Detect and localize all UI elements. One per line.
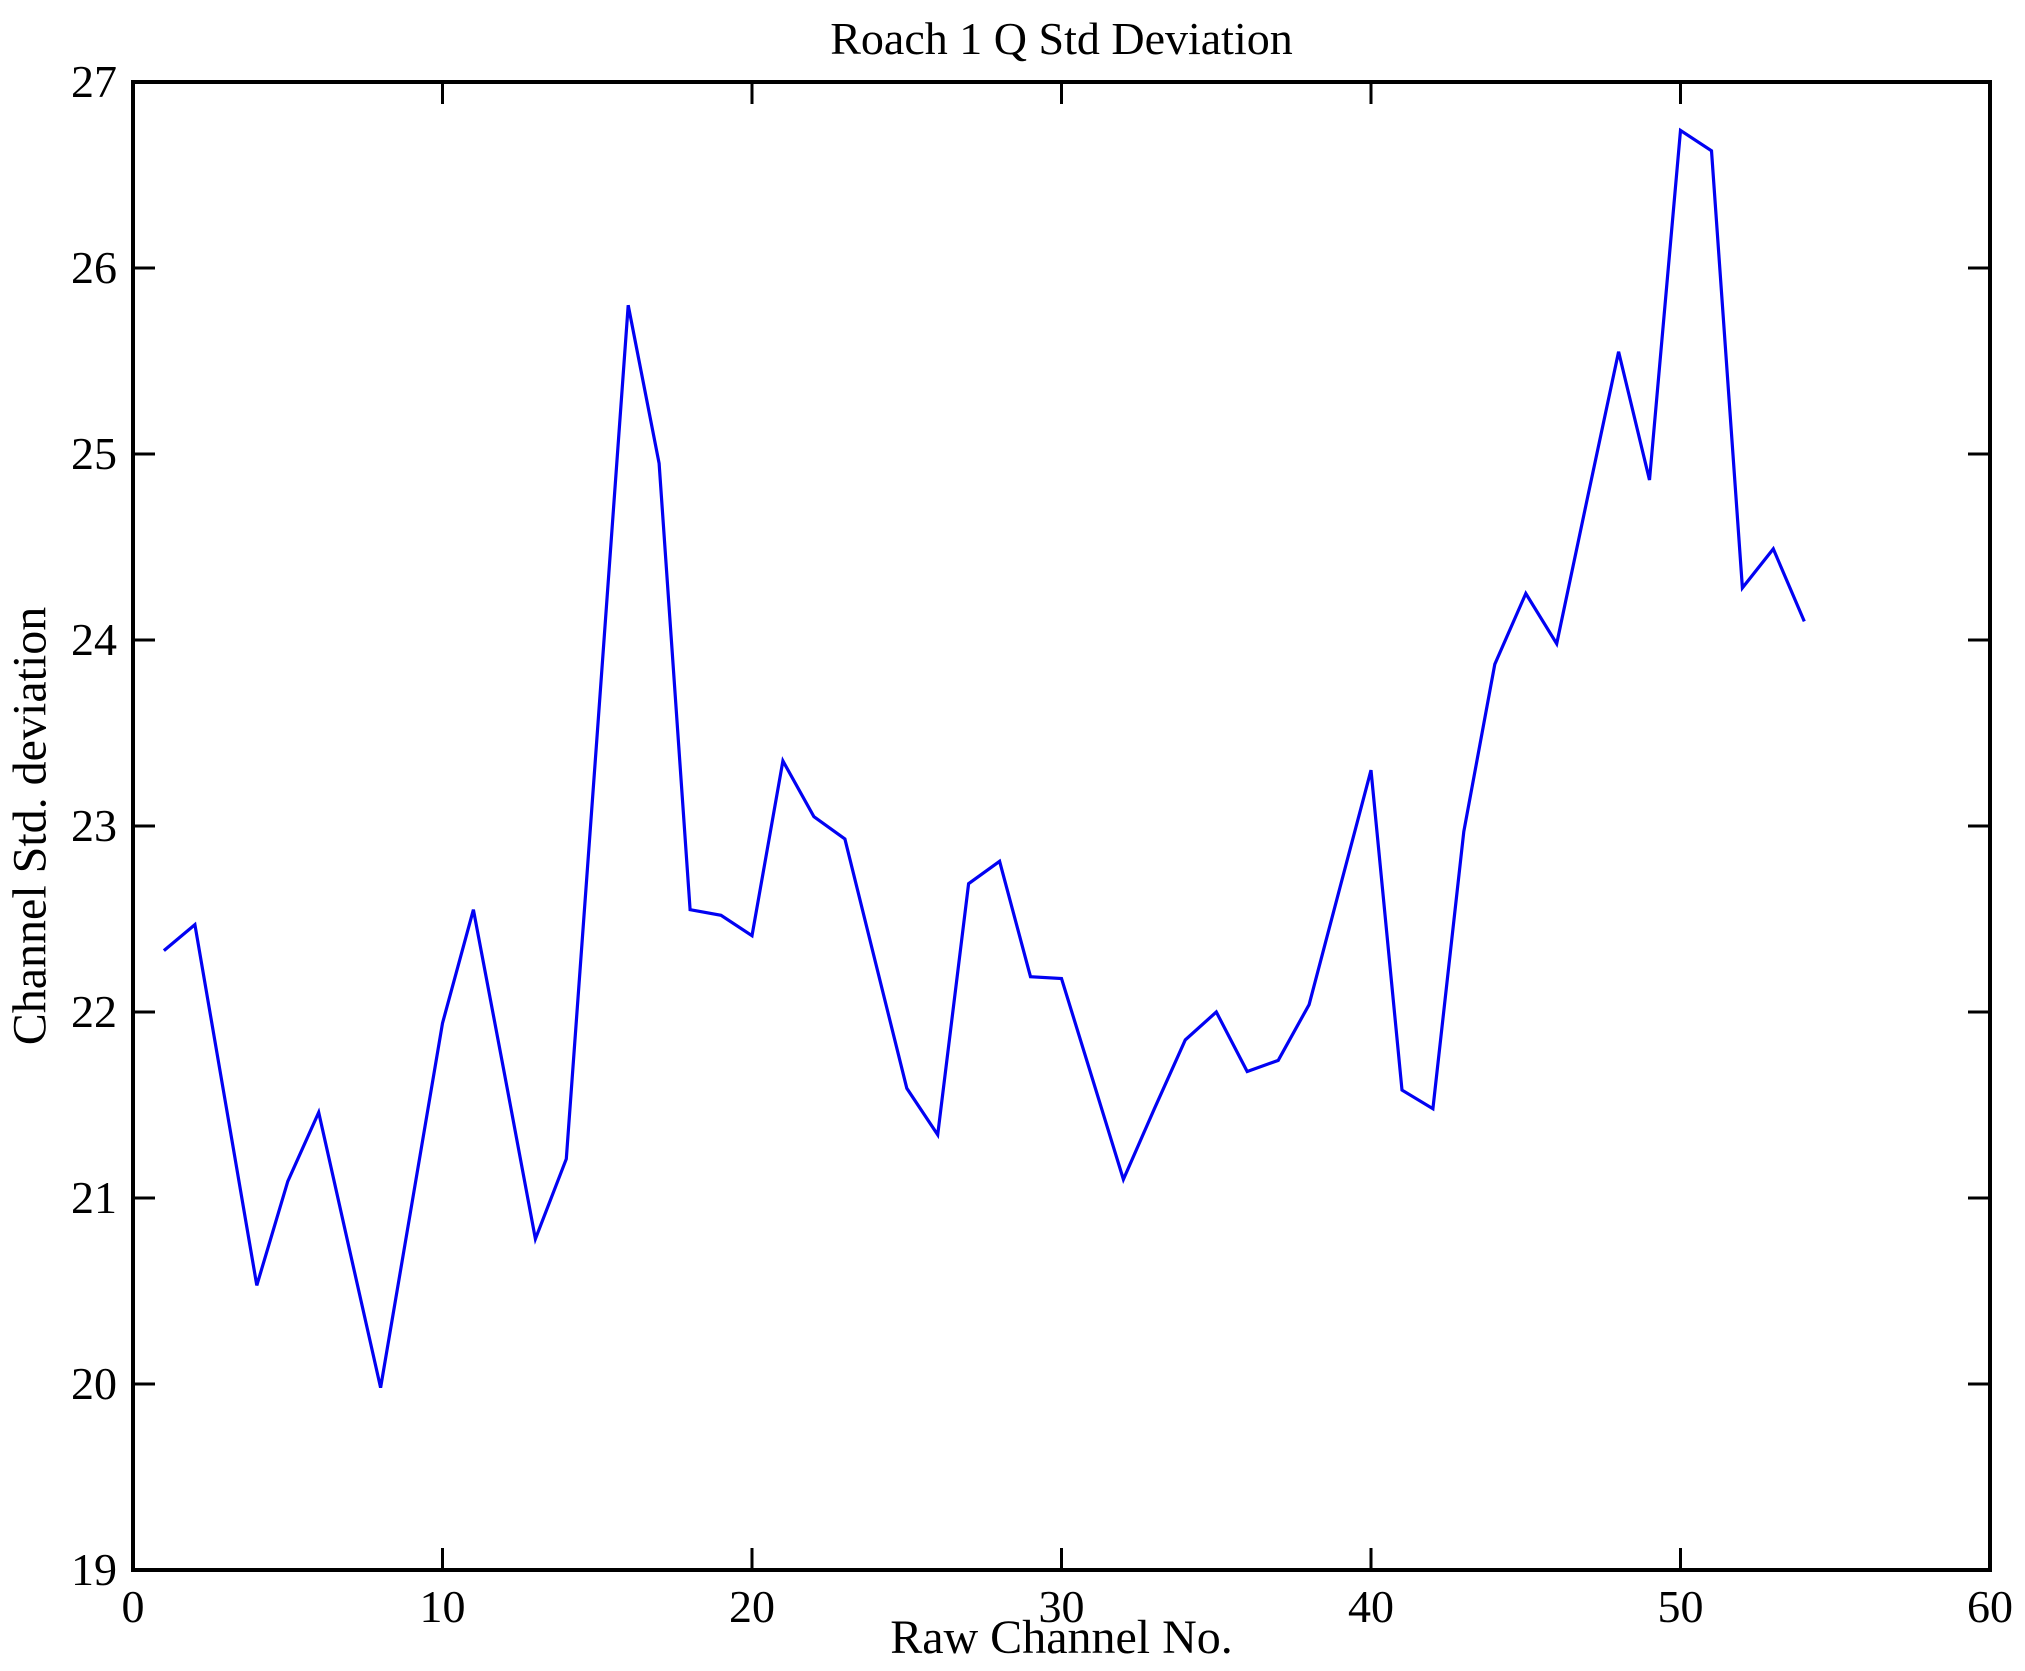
x-tick-label: 40 [1348,1581,1394,1632]
x-tick-label: 60 [1967,1581,2013,1632]
y-tick-label: 27 [71,56,117,107]
y-tick-label: 19 [71,1544,117,1595]
y-axis-label: Channel Std. deviation [3,606,57,1046]
y-tick-label: 22 [71,986,117,1037]
y-tick-label: 23 [71,800,117,851]
plot-box [131,80,1992,1572]
y-tick-label: 24 [71,614,117,665]
y-tick-label: 20 [71,1358,117,1409]
y-tick-label: 21 [71,1172,117,1223]
x-tick-label: 30 [1039,1581,1085,1632]
y-tick-label: 26 [71,242,117,293]
x-tick-label: 20 [729,1581,775,1632]
y-tick-label: 25 [71,428,117,479]
data-series [162,127,1806,1389]
chart-title: Roach 1 Q Std Deviation [830,13,1293,64]
x-tick-label: 10 [420,1581,466,1632]
x-axis-label: Raw Channel No. [890,1611,1233,1664]
x-tick-label: 50 [1658,1581,1704,1632]
x-tick-label: 0 [122,1581,145,1632]
